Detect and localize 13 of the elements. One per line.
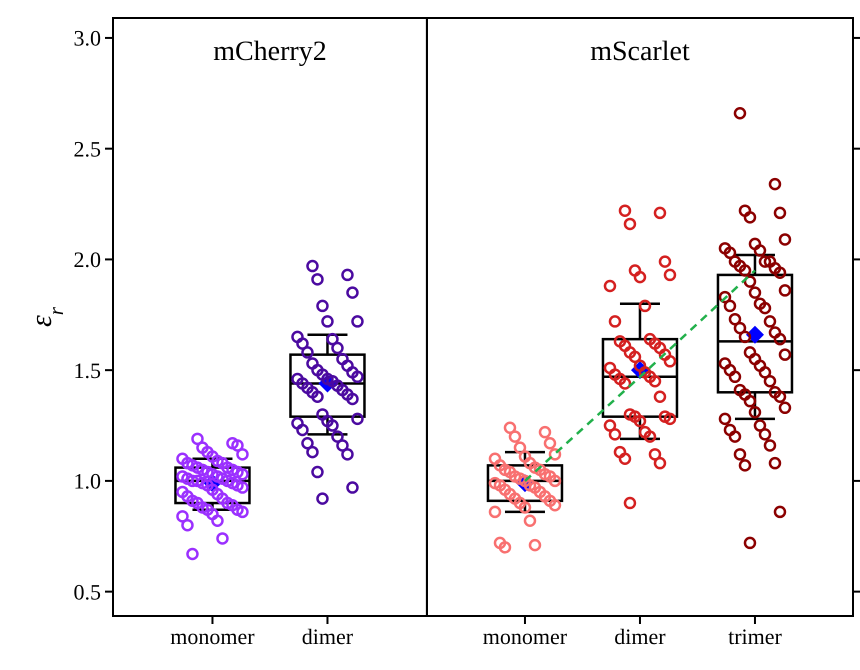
text: mCherry2 — [213, 36, 327, 67]
y-tick-label: 3.0 — [74, 26, 101, 51]
y-tick-label: 1.0 — [74, 468, 101, 494]
y-tick-label: 2.0 — [74, 247, 101, 272]
x-tick-label: dimer — [614, 624, 666, 649]
y-tick-label: 2.5 — [74, 136, 101, 162]
y-tick-label: 1.5 — [74, 358, 101, 383]
x-tick-label: monomer — [482, 624, 568, 649]
x-tick-label: trimer — [728, 624, 783, 649]
x-tick-label: dimer — [302, 624, 354, 649]
text: mScarlet — [590, 36, 690, 67]
x-tick-label: monomer — [170, 624, 256, 649]
y-tick-label: 0.5 — [74, 579, 101, 604]
